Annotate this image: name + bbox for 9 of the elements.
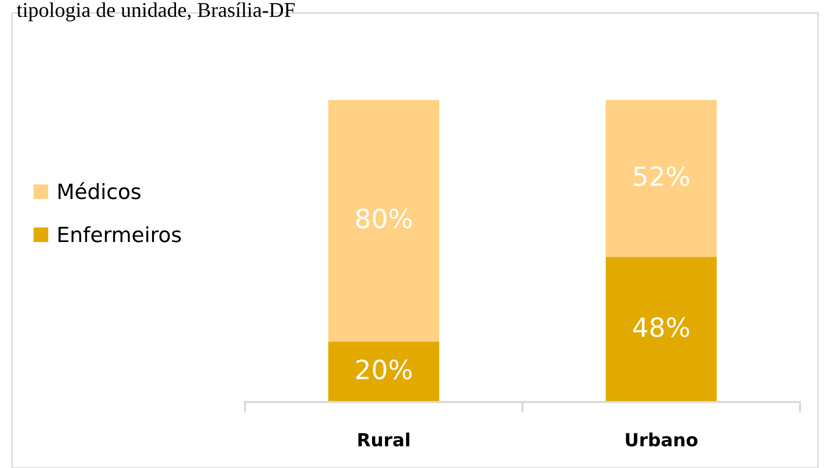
data-label: 48%: [633, 317, 690, 338]
chart-title: tipologia de unidade, Brasília-DF: [16, 2, 295, 22]
legend-label: Médicos: [58, 182, 140, 200]
data-label: 52%: [634, 166, 690, 186]
data-label: 80%: [356, 208, 412, 228]
x-tick-label: Rural: [358, 432, 410, 447]
x-tick-label: Urbano: [626, 432, 698, 447]
data-label: 20%: [356, 359, 412, 380]
legend-label: Enfermeiros: [58, 226, 181, 242]
